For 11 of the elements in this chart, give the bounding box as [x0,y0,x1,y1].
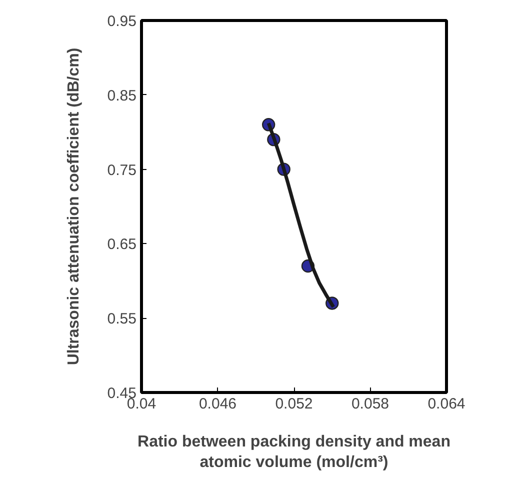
x-tick-label: 0.058 [351,396,390,412]
x-tick-label: 0.052 [275,396,313,412]
x-axis-title: Ratio between packing density and mean atomic volume (mol/cm³) [138,434,450,471]
y-tick-label: 0.65 [107,236,137,254]
y-tick-label: 0.75 [107,162,137,179]
x-tick-label: 0.064 [428,396,466,412]
y-tick-label: 0.55 [107,310,137,328]
y-tick-label: 0.95 [107,13,137,30]
x-tick-label: 0.046 [198,396,237,412]
y-axis-title: Ultrasonic attenuation coefficient (dB/cm) [65,48,82,366]
y-tick-label: 0.85 [107,87,137,104]
